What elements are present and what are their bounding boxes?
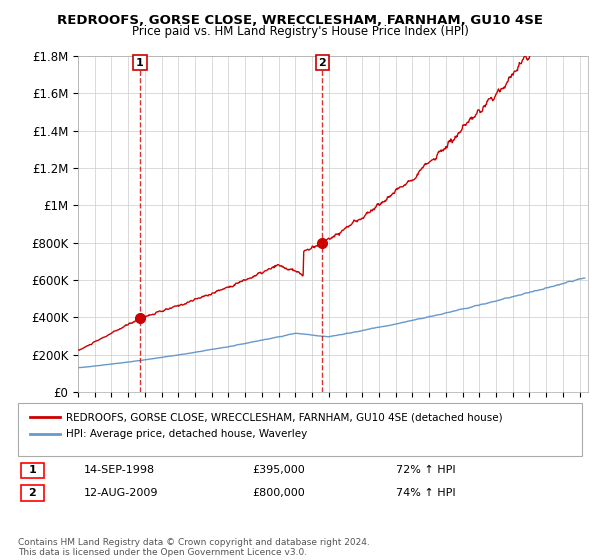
- Text: £395,000: £395,000: [252, 465, 305, 475]
- Text: 2: 2: [319, 58, 326, 68]
- Text: REDROOFS, GORSE CLOSE, WRECCLESHAM, FARNHAM, GU10 4SE: REDROOFS, GORSE CLOSE, WRECCLESHAM, FARN…: [57, 14, 543, 27]
- Text: 14-SEP-1998: 14-SEP-1998: [84, 465, 155, 475]
- Text: £800,000: £800,000: [252, 488, 305, 498]
- Text: Contains HM Land Registry data © Crown copyright and database right 2024.
This d: Contains HM Land Registry data © Crown c…: [18, 538, 370, 557]
- Text: 72% ↑ HPI: 72% ↑ HPI: [396, 465, 455, 475]
- Text: 74% ↑ HPI: 74% ↑ HPI: [396, 488, 455, 498]
- Text: REDROOFS, GORSE CLOSE, WRECCLESHAM, FARNHAM, GU10 4SE (detached house): REDROOFS, GORSE CLOSE, WRECCLESHAM, FARN…: [66, 412, 503, 422]
- Text: HPI: Average price, detached house, Waverley: HPI: Average price, detached house, Wave…: [66, 429, 307, 439]
- Text: 1: 1: [136, 58, 144, 68]
- Text: 12-AUG-2009: 12-AUG-2009: [84, 488, 158, 498]
- Text: 1: 1: [29, 465, 36, 475]
- Text: Price paid vs. HM Land Registry's House Price Index (HPI): Price paid vs. HM Land Registry's House …: [131, 25, 469, 38]
- Text: 2: 2: [29, 488, 36, 498]
